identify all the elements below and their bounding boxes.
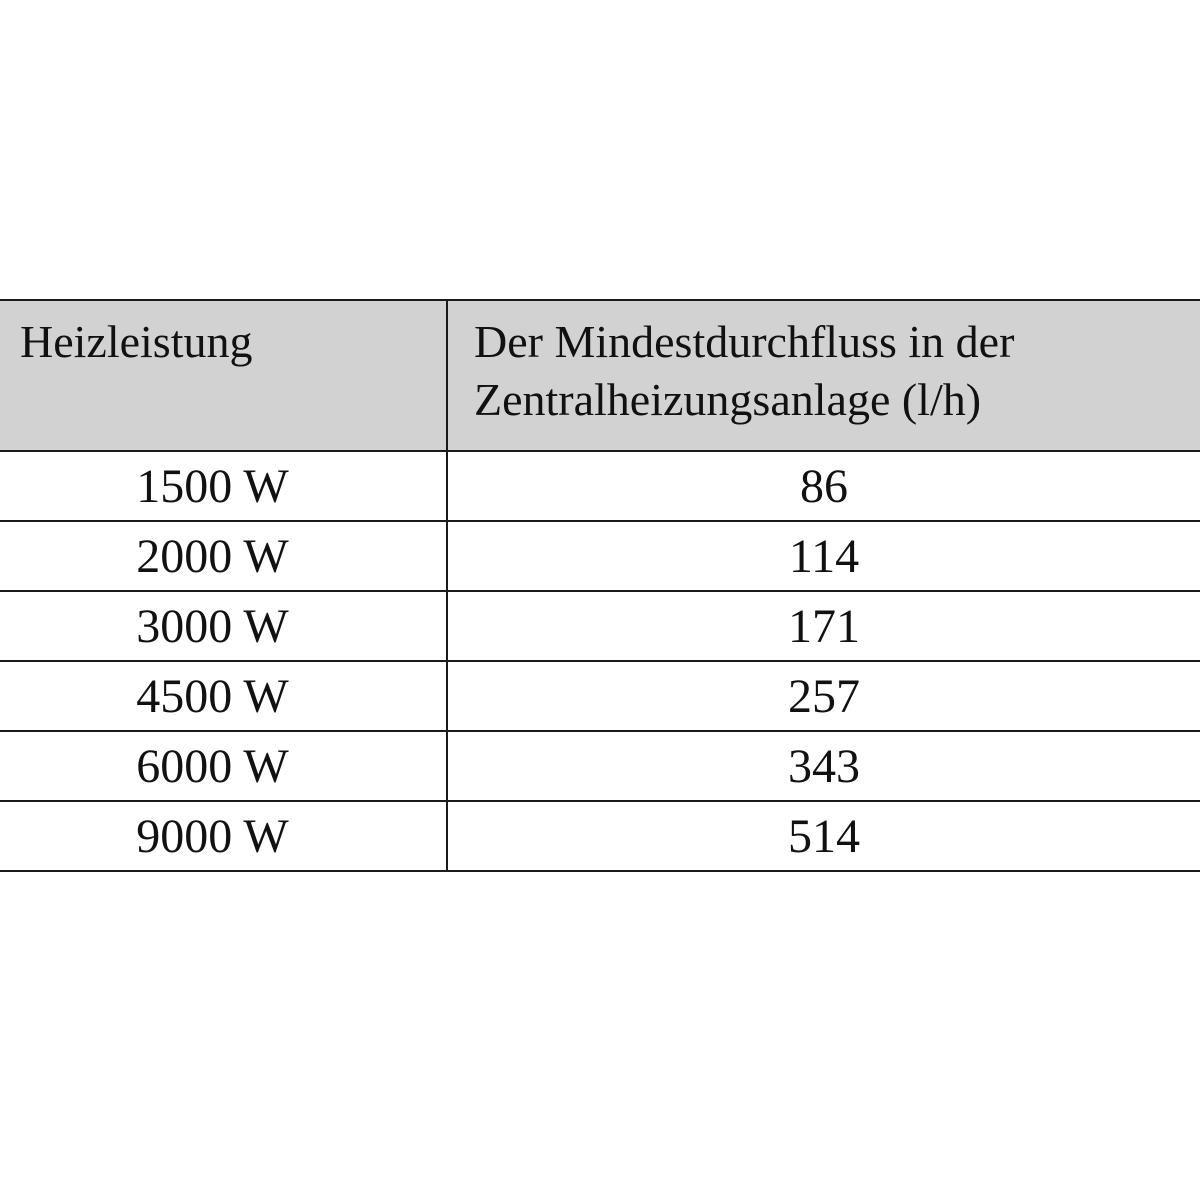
table-row: 1500 W 86 <box>0 450 1200 522</box>
table-row: 2000 W 114 <box>0 520 1200 592</box>
cell-heating-power: 6000 W <box>0 730 448 802</box>
cell-min-flow: 114 <box>446 520 1200 592</box>
flow-rate-table: Heizleistung Der Mindestdurchfluss in de… <box>0 299 1200 872</box>
cell-heating-power: 2000 W <box>0 520 448 592</box>
header-heating-power: Heizleistung <box>0 299 448 452</box>
cell-heating-power: 1500 W <box>0 450 448 522</box>
header-min-flow: Der Mindestdurchfluss in der Zentralheiz… <box>446 299 1200 452</box>
cell-min-flow: 171 <box>446 590 1200 662</box>
table-row: 6000 W 343 <box>0 730 1200 802</box>
table-row: 3000 W 171 <box>0 590 1200 662</box>
table-header-row: Heizleistung Der Mindestdurchfluss in de… <box>0 299 1200 452</box>
cell-min-flow: 86 <box>446 450 1200 522</box>
cell-heating-power: 4500 W <box>0 660 448 732</box>
cell-min-flow: 343 <box>446 730 1200 802</box>
cell-min-flow: 257 <box>446 660 1200 732</box>
cell-heating-power: 3000 W <box>0 590 448 662</box>
table-row: 9000 W 514 <box>0 800 1200 872</box>
table-row: 4500 W 257 <box>0 660 1200 732</box>
cell-heating-power: 9000 W <box>0 800 448 872</box>
cell-min-flow: 514 <box>446 800 1200 872</box>
